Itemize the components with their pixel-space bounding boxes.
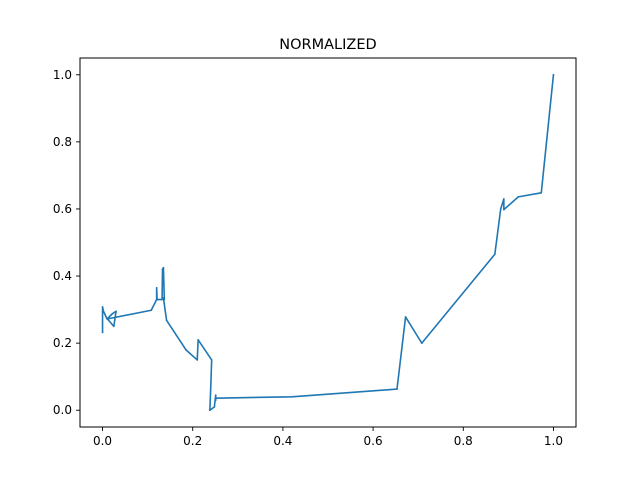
x-tick-label: 0.4	[273, 434, 292, 448]
data-point	[213, 406, 216, 408]
series-line	[101, 73, 555, 412]
data-point	[162, 266, 165, 269]
chart-title: NORMALIZED	[279, 37, 376, 53]
x-tick-label: 0.6	[364, 434, 383, 448]
x-tick-label: 0.2	[183, 434, 202, 448]
data-point	[113, 325, 115, 328]
data-point	[115, 310, 117, 313]
y-tick-label: 1.0	[53, 68, 72, 82]
data-point	[101, 306, 104, 308]
data-point	[197, 338, 199, 341]
data-point	[503, 198, 505, 200]
data-point	[404, 316, 407, 318]
data-point	[111, 312, 114, 315]
data-point	[161, 298, 163, 301]
x-tick-label: 0.0	[93, 434, 112, 448]
y-tick-label: 0.2	[53, 336, 72, 350]
data-point	[185, 349, 187, 351]
data-point	[101, 331, 104, 334]
data-point	[291, 396, 293, 398]
y-tick-label: 0.0	[53, 403, 72, 417]
data-point	[214, 397, 217, 399]
data-point	[161, 268, 164, 271]
x-tick-label: 0.8	[454, 434, 473, 448]
data-point	[540, 192, 543, 194]
data-point	[156, 298, 158, 301]
data-point	[214, 399, 217, 401]
ticks-layer: 0.0 0.2 0.4 0.6 0.8 1.0 0.0 0.2 0.4 0.6 0.8 1.0	[53, 68, 563, 448]
data-point	[162, 297, 165, 299]
data-point	[165, 319, 168, 322]
data-point	[163, 298, 166, 301]
y-tick-label: 0.6	[53, 202, 72, 216]
data-point	[503, 208, 505, 211]
data-point	[102, 310, 105, 313]
data-point	[214, 394, 217, 396]
data-point	[517, 196, 520, 198]
data-point	[494, 253, 496, 256]
data-point	[209, 385, 212, 388]
data-point	[155, 286, 158, 289]
data-point	[499, 208, 502, 210]
data-point	[396, 388, 398, 390]
axes-frame	[79, 57, 577, 428]
y-tick-label: 0.8	[53, 135, 72, 149]
data-point	[196, 359, 199, 361]
data-point	[420, 342, 423, 344]
data-point	[106, 318, 108, 320]
series-layer	[101, 73, 555, 412]
y-tick-label: 0.4	[53, 269, 72, 283]
data-point	[209, 409, 211, 412]
data-point	[210, 359, 213, 361]
data-point	[150, 309, 153, 312]
data-point	[552, 73, 555, 76]
x-tick-label: 1.0	[544, 434, 563, 448]
